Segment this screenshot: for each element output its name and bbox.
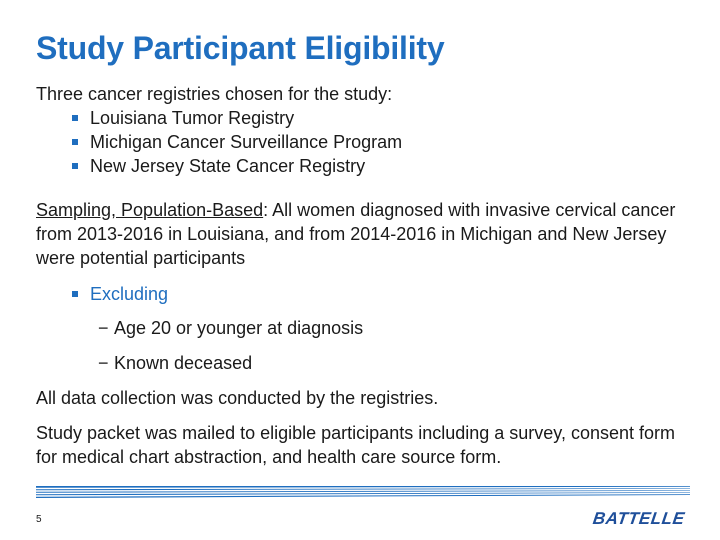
sampling-heading: Sampling, Population-Based: [36, 200, 264, 220]
registries-lead: Three cancer registries chosen for the s…: [36, 84, 393, 104]
bullet-square-icon: [72, 291, 78, 297]
exclusion-item: − Known deceased: [98, 353, 253, 373]
sampling-text: : All women diagnosed with invasive cerv…: [36, 200, 676, 268]
list-item: New Jersey State Cancer Registry: [36, 154, 686, 178]
battelle-logo: BATTELLE: [591, 509, 686, 528]
bullet-square-icon: [72, 115, 78, 121]
page-number: 5: [36, 514, 42, 525]
sampling-paragraph: Sampling, Population-Based: All women di…: [36, 198, 686, 270]
exclusion-item: − Age 20 or younger at diagnosis: [98, 318, 364, 338]
excluding-label: Excluding: [72, 282, 168, 306]
study-packet-paragraph: Study packet was mailed to eligible part…: [36, 423, 675, 467]
bullet-square-icon: [72, 139, 78, 145]
list-item: Louisiana Tumor Registry: [36, 106, 686, 130]
data-collection-paragraph: All data collection was conducted by the…: [36, 388, 439, 408]
registry-list: Louisiana Tumor Registry Michigan Cancer…: [36, 106, 686, 178]
bullet-square-icon: [72, 163, 78, 169]
registries-section: Three cancer registries chosen for the s…: [36, 82, 686, 178]
dash-icon: −: [98, 318, 109, 338]
slide-title: Study Participant Eligibility: [36, 30, 445, 66]
footer-divider: [36, 486, 690, 498]
list-item: Michigan Cancer Surveillance Program: [36, 130, 686, 154]
dash-icon: −: [98, 353, 109, 373]
